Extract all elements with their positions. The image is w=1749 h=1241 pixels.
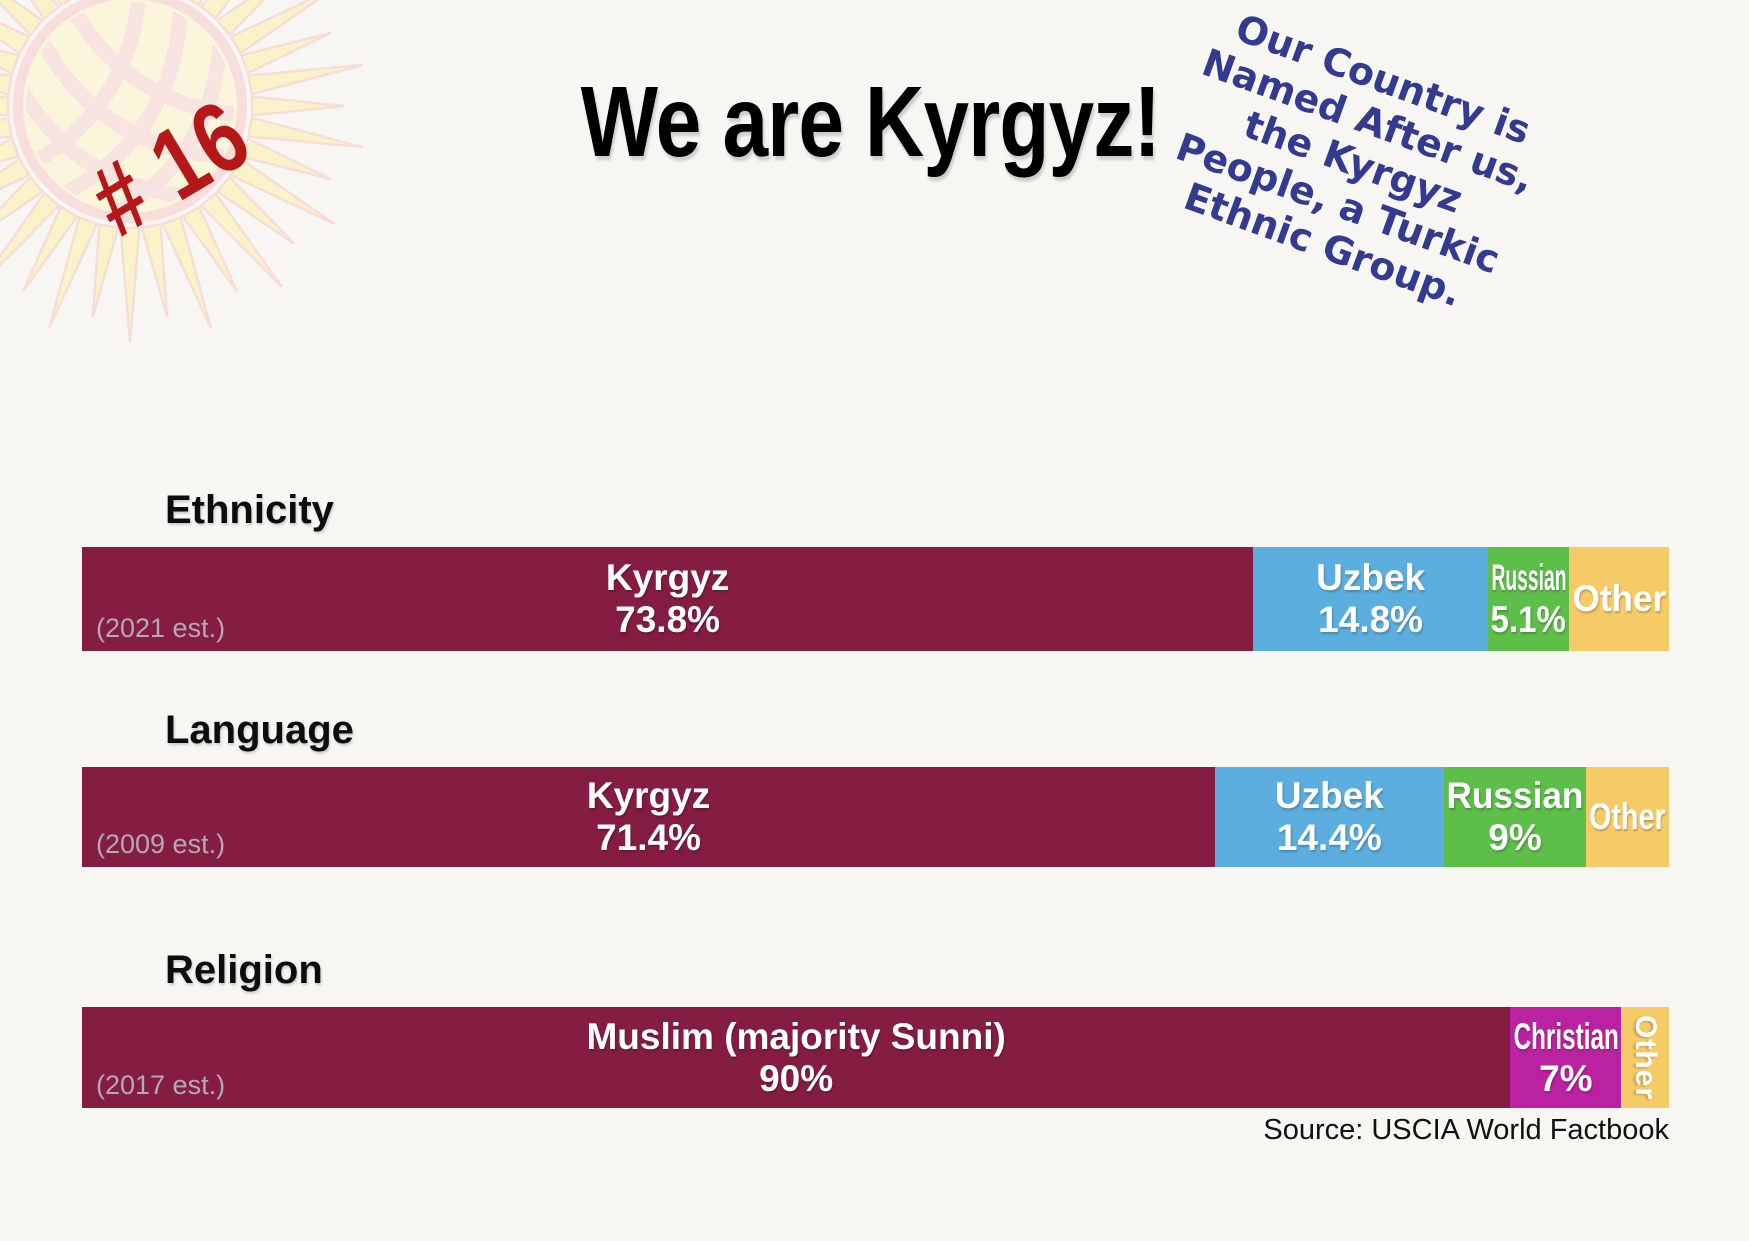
kyrgyz-sun-emblem — [0, 0, 363, 343]
bar-segment-kyrgyz: Kyrgyz 73.8% — [82, 547, 1254, 651]
bar-segment-russian: Russian 9% — [1443, 767, 1587, 867]
section-title: Religion — [165, 948, 323, 992]
segment-label: Uzbek — [1316, 557, 1426, 599]
bar-segment-uzbek: Uzbek 14.4% — [1215, 767, 1444, 867]
bar-segment-muslim-majority-sunni: Muslim (majority Sunni) 90% — [82, 1007, 1511, 1108]
segment-value: 71.4% — [596, 817, 702, 858]
segment-label: Other — [1629, 1014, 1663, 1100]
segment-label: Russian — [1446, 775, 1584, 817]
segment-value: 9% — [1488, 817, 1542, 858]
estimate-year-label: (2021 est.) — [96, 613, 226, 643]
bar-segment-other: Other — [1569, 547, 1669, 651]
stacked-bar-religion: Muslim (majority Sunni) 90% Christian 7% Oth… — [82, 1007, 1669, 1108]
bar-segment-other: Other — [1586, 767, 1669, 867]
estimate-year-label: (2009 est.) — [96, 829, 226, 859]
section-title: Language — [165, 708, 354, 752]
page-title-text: We are Kyrgyz! — [580, 66, 1160, 178]
page-title: We are Kyrgyz! — [420, 72, 1320, 176]
bar-segment-christian: Christian 7% — [1510, 1007, 1622, 1108]
segment-label: Muslim (majority Sunni) — [586, 1015, 1006, 1057]
section-title: Ethnicity — [165, 488, 334, 532]
segment-value: 14.8% — [1318, 599, 1424, 640]
segment-value: 90% — [759, 1057, 834, 1099]
segment-label: Christian — [1513, 1015, 1619, 1057]
segment-value: 73.8% — [615, 599, 721, 640]
bar-segment-uzbek: Uzbek 14.8% — [1253, 547, 1489, 651]
segment-label: Kyrgyz — [586, 775, 711, 817]
segment-label: Uzbek — [1274, 775, 1384, 817]
estimate-year-label: (2017 est.) — [96, 1070, 226, 1100]
bar-segment-russian: Russian 5.1% — [1488, 547, 1569, 651]
segment-value: 5.1% — [1490, 599, 1567, 640]
segment-label: Russian — [1491, 557, 1567, 599]
charts-area: Ethnicity Kyrgyz 73.8% Uzbek 14.8% Russian 5.… — [82, 0, 1669, 1241]
segment-label: Other — [1589, 796, 1667, 838]
segment-value: 7% — [1539, 1057, 1593, 1099]
segment-label: Kyrgyz — [605, 557, 730, 599]
stacked-bar-language: Kyrgyz 71.4% Uzbek 14.4% Russian 9% Other (2009… — [82, 767, 1669, 867]
bar-segment-other: Other — [1621, 1007, 1669, 1108]
source-credit: Source: USCIA World Factbook — [1263, 1114, 1669, 1146]
stacked-bar-ethnicity: Kyrgyz 73.8% Uzbek 14.8% Russian 5.1% Other (20… — [82, 547, 1669, 651]
segment-label: Other — [1572, 578, 1666, 620]
segment-value: 14.4% — [1276, 817, 1382, 858]
bar-segment-kyrgyz: Kyrgyz 71.4% — [82, 767, 1216, 867]
